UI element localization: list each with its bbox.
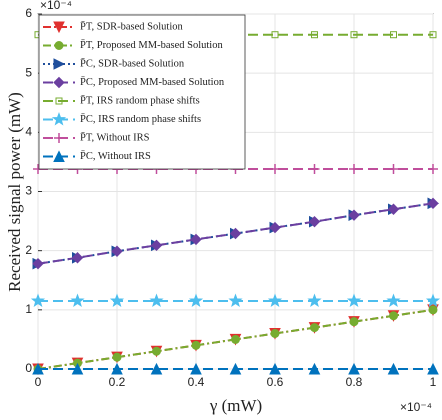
marker [428,164,438,175]
marker [349,317,359,327]
marker [386,293,401,307]
marker [310,323,319,333]
marker [307,293,322,307]
legend-label: P̄T, Without IRS [80,131,150,143]
x-tick-label: 0.2 [109,375,126,389]
x-tick-label: 1 [430,375,437,389]
marker [428,305,438,315]
legend-label: P̄C, Proposed MM-based Solution [80,76,225,88]
x-tick-label: 0 [35,375,42,389]
marker [388,164,399,175]
x-tick-label: 0.8 [346,375,363,389]
marker [270,329,280,338]
y-tick-label: 2 [25,243,32,257]
marker [267,293,283,307]
marker [350,31,358,39]
marker [188,293,204,307]
marker [54,41,64,50]
marker [53,150,65,162]
marker [231,334,240,344]
legend-label: P̄T, IRS random phase shifts [80,94,200,106]
marker [308,215,321,228]
marker [390,31,397,39]
legend-box [38,14,246,170]
marker [229,362,242,375]
marker [387,203,400,215]
marker [150,239,163,252]
x-tick-label: 0.4 [188,375,205,389]
marker [269,362,281,375]
marker [308,362,321,375]
x-tick-label: 0.6 [267,375,284,389]
x-exponent: ×10⁻⁴ [400,400,432,414]
marker [30,293,46,307]
y-tick-label: 6 [25,6,32,20]
legend-label: P̄C, SDR-based Solution [80,57,185,69]
y-axis-label: Received signal power (mW) [5,92,24,292]
legend-label: P̄T, Proposed MM-based Solution [80,39,223,51]
marker [109,293,125,307]
marker [387,362,400,375]
marker [191,340,201,350]
marker [53,58,66,70]
marker [150,362,163,375]
marker [71,362,84,375]
y-tick-label: 0 [25,361,32,375]
marker [190,362,202,375]
marker [152,346,161,356]
y-tick-label: 3 [25,184,32,198]
marker [54,133,64,143]
marker [71,252,84,264]
series [30,293,441,307]
legend-label: P̄C, Without IRS [80,150,151,162]
marker [32,257,44,270]
marker [149,293,164,307]
y-tick-label: 1 [25,302,32,316]
marker [269,221,281,234]
marker [427,362,439,375]
marker [190,233,202,246]
series [32,362,439,375]
marker [55,97,63,105]
marker [271,31,279,39]
marker [311,31,318,39]
marker [389,311,398,321]
marker [348,209,360,221]
marker [112,352,122,362]
marker [429,31,437,39]
marker [427,197,439,210]
marker [228,293,243,307]
y-tick-label: 5 [25,65,32,79]
legend: P̄T, SDR-based Solution P̄T, Proposed MM-… [38,14,246,170]
legend-label: P̄C, IRS random phase shifts [80,113,201,125]
y-exponent: ×10⁻⁴ [40,0,72,12]
series [32,197,439,270]
marker [229,227,242,240]
x-axis-label: γ (mW) [209,396,262,415]
marker [32,362,44,375]
marker [309,164,320,175]
marker [70,293,85,307]
marker [425,293,441,307]
marker [53,21,65,34]
marker [348,362,360,375]
marker [111,245,123,257]
legend-label: P̄T, SDR-based Solution [80,20,184,32]
marker [349,164,359,175]
marker [346,293,362,307]
y-tick-label: 4 [25,125,32,139]
marker [53,76,65,89]
marker [51,112,67,126]
marker [270,164,280,175]
marker [111,362,123,375]
